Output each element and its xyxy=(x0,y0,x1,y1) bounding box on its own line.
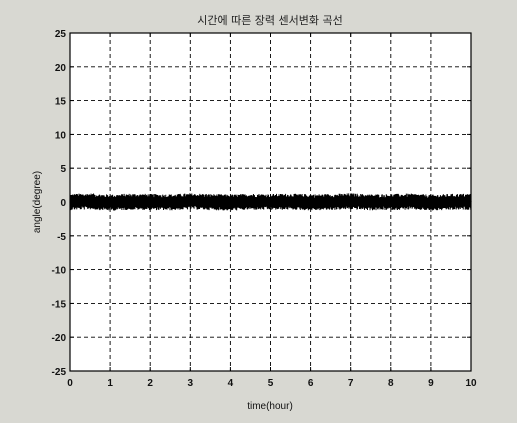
x-tick-label: 1 xyxy=(107,378,113,389)
data-point xyxy=(209,201,211,203)
y-tick-label: 25 xyxy=(55,29,67,40)
series-layer xyxy=(69,193,472,211)
chart-title: 시간에 따른 장력 센서변화 곡선 xyxy=(197,14,343,27)
x-tick-label: 7 xyxy=(348,378,354,389)
data-point xyxy=(410,201,412,203)
data-point xyxy=(350,200,352,202)
x-tick-label: 10 xyxy=(465,378,477,389)
data-point xyxy=(249,201,252,203)
y-tick-label: 20 xyxy=(55,63,67,74)
data-point xyxy=(430,202,432,204)
data-point xyxy=(330,201,332,203)
y-tick-label: -15 xyxy=(52,299,67,310)
x-tick-label: 8 xyxy=(388,378,394,389)
y-tick-label: -10 xyxy=(52,266,67,277)
tick-layer: 0 1 2 3 4 5 6 7 8 9 10 25 20 15 10 5 0 -5 -10 -15 -20 -25 xyxy=(52,29,477,389)
data-point xyxy=(109,202,111,204)
x-tick-label: 4 xyxy=(228,378,234,389)
x-tick-label: 3 xyxy=(188,378,194,389)
data-point xyxy=(129,201,131,203)
data-point xyxy=(169,201,171,203)
y-axis-label: angle(degree) xyxy=(32,171,43,233)
y-tick-label: -20 xyxy=(52,333,67,344)
y-tick-label: -5 xyxy=(57,232,66,243)
data-point xyxy=(289,201,292,203)
y-tick-label: 15 xyxy=(55,97,67,108)
data-point xyxy=(450,201,452,203)
data-point xyxy=(229,202,231,204)
data-point xyxy=(89,200,91,202)
y-tick-label: 5 xyxy=(60,164,66,175)
x-tick-label: 6 xyxy=(308,378,314,389)
data-point xyxy=(370,201,372,203)
x-axis-label: time(hour) xyxy=(247,401,293,412)
y-tick-label: 10 xyxy=(55,130,67,141)
data-point xyxy=(310,201,312,203)
data-point xyxy=(390,201,392,203)
x-tick-label: 0 xyxy=(67,378,73,389)
y-tick-label: -25 xyxy=(52,367,67,378)
data-point xyxy=(189,200,191,202)
data-point xyxy=(149,201,151,203)
x-tick-label: 9 xyxy=(428,378,434,389)
data-point xyxy=(269,201,272,203)
y-tick-label: 0 xyxy=(60,198,66,209)
series-line xyxy=(69,193,472,211)
x-tick-label: 2 xyxy=(147,378,153,389)
x-tick-label: 5 xyxy=(268,378,274,389)
